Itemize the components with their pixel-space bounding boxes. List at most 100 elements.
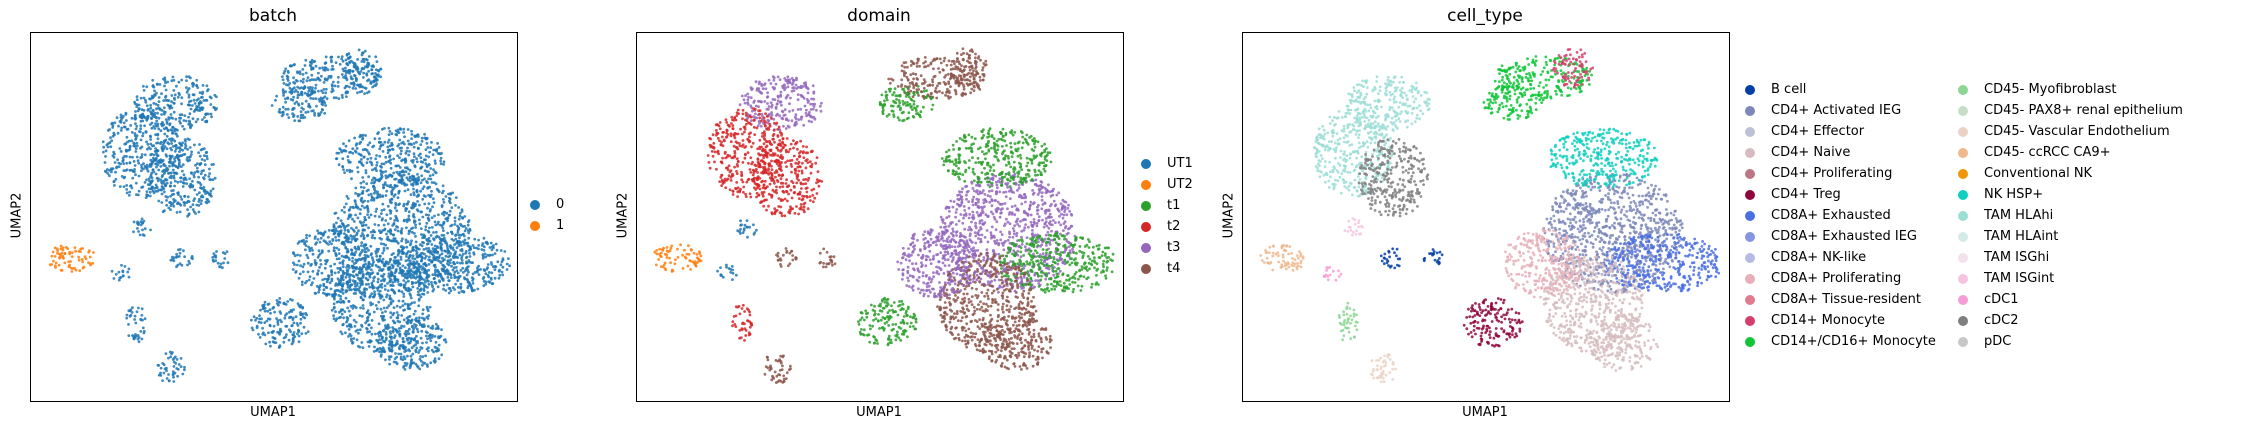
scatter-point	[209, 112, 213, 116]
scatter-point	[156, 133, 160, 137]
scatter-point	[379, 67, 382, 71]
scatter-point	[190, 171, 193, 175]
scatter-point	[187, 103, 191, 107]
scatter-point	[112, 180, 116, 184]
scatter-point	[146, 142, 150, 146]
scatter-point	[185, 75, 189, 79]
scatter-point	[158, 108, 162, 111]
scatter-point	[348, 85, 351, 89]
scatter-point	[199, 195, 203, 199]
scatter-point	[308, 88, 311, 91]
scatter-point	[160, 160, 164, 163]
scatter-point	[197, 151, 201, 155]
scatter-point	[188, 119, 191, 123]
scatter-point	[160, 188, 163, 192]
scatter-point	[317, 89, 320, 93]
scatter-point	[166, 168, 170, 171]
scatter-point	[125, 119, 128, 122]
scatter-point	[197, 101, 201, 105]
scatter-point	[317, 71, 320, 75]
scatter-point	[204, 112, 208, 116]
scatter-point	[337, 238, 341, 242]
scatter-point	[121, 159, 125, 163]
scatter-point	[318, 66, 322, 70]
scatter-point	[140, 153, 144, 156]
scatter-point	[178, 116, 181, 120]
scatter-point	[145, 167, 149, 171]
scatter-point	[125, 188, 129, 191]
scatter-point	[133, 102, 137, 106]
scatter-point	[188, 112, 192, 116]
scatter-point	[181, 141, 185, 145]
scatter-point	[118, 120, 122, 123]
scatter-point	[160, 92, 163, 96]
scatter-point	[179, 154, 182, 157]
scatter-point	[289, 98, 293, 101]
scatter-point	[189, 182, 193, 186]
scatter-point	[138, 130, 142, 134]
scatter-point	[163, 132, 167, 136]
scatter-point	[330, 68, 334, 71]
scatter-point	[136, 159, 140, 163]
scatter-point	[205, 157, 209, 161]
scatter-point	[340, 73, 344, 76]
scatter-point	[361, 51, 365, 55]
scatter-point	[296, 71, 300, 75]
scatter-point	[142, 167, 145, 171]
scatter-point	[124, 111, 128, 115]
scatter-point	[199, 96, 203, 99]
scatter-point	[149, 142, 153, 146]
scatter-point	[310, 73, 314, 77]
scatter-point	[320, 108, 324, 111]
scatter-point	[169, 156, 173, 159]
scatter-point	[114, 170, 117, 174]
scatter-point	[130, 139, 134, 143]
scatter-point	[195, 170, 199, 173]
chart-title: batch	[249, 6, 297, 26]
scatter-point	[313, 113, 316, 117]
scatter-point	[160, 124, 164, 128]
scatter-point	[177, 158, 181, 162]
scatter-point	[200, 169, 204, 173]
scatter-point	[191, 208, 195, 211]
scatter-point	[376, 69, 380, 72]
scatter-point	[165, 181, 169, 185]
scatter-point	[162, 99, 166, 102]
scatter-point	[323, 111, 327, 115]
scatter-point	[171, 164, 175, 168]
scatter-point	[306, 110, 310, 114]
scatter-point	[154, 102, 158, 106]
scatter-point	[180, 113, 184, 117]
scatter-point	[176, 165, 180, 169]
scatter-point	[191, 82, 194, 86]
scatter-point	[366, 65, 370, 69]
scatter-point	[145, 163, 149, 167]
scatter-point	[212, 105, 216, 109]
scatter-point	[209, 96, 213, 100]
scatter-point	[157, 127, 161, 131]
scatter-point	[149, 163, 152, 167]
scatter-point	[299, 79, 303, 83]
scatter-point	[155, 165, 158, 169]
scatter-point	[200, 158, 204, 161]
scatter-point	[288, 82, 292, 85]
scatter-point	[303, 116, 307, 119]
scatter-point	[170, 100, 174, 104]
scatter-point	[301, 113, 305, 117]
scatter-point	[380, 209, 384, 212]
scatter-point	[205, 120, 208, 123]
scatter-point	[125, 191, 129, 195]
scatter-point	[154, 172, 158, 176]
scatter-point	[179, 121, 182, 125]
scatter-point	[175, 211, 179, 214]
scatter-point	[157, 96, 161, 99]
scatter-point	[134, 110, 137, 113]
scatter-point	[165, 120, 169, 124]
scatter-point	[125, 155, 128, 158]
scatter-point	[108, 168, 111, 172]
scatter-point	[175, 84, 178, 88]
scatter-point	[191, 203, 195, 207]
scatter-point	[169, 116, 173, 119]
scatter-point	[292, 63, 296, 67]
scatter-point	[331, 87, 334, 91]
